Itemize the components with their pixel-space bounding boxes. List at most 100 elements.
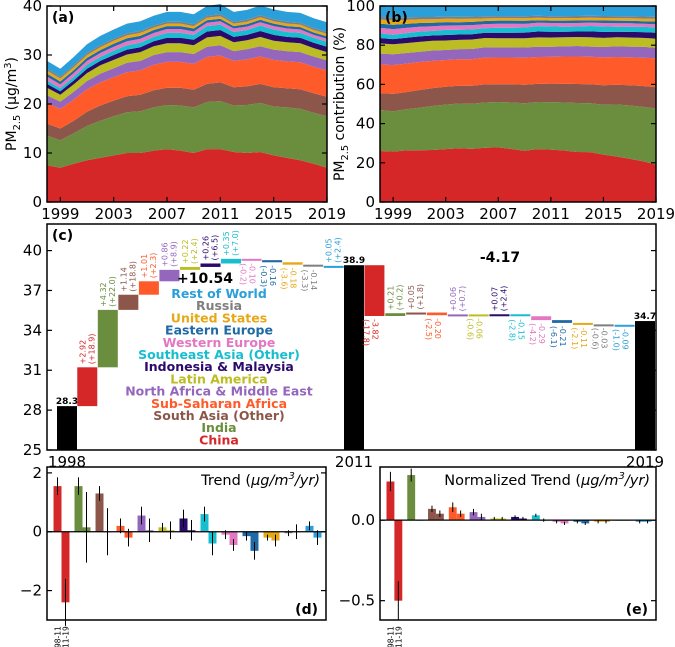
total-bar [635,321,655,450]
xtick-label: 2015 [255,205,293,223]
total-bar [57,406,77,450]
p2-step-row [614,324,635,327]
xtick-label: 2003 [95,205,133,223]
p1-step-ssa [138,281,159,295]
total-bar [344,265,364,450]
area-china [380,147,656,202]
p1-step-south_asia [118,294,139,310]
axes-frame [46,223,657,451]
trend-bar-china [53,486,62,532]
p2-step-sea [510,314,531,317]
ytick-label: 40 [23,242,42,260]
p2-step-nafme [447,314,468,317]
step-delta-label: +0.22 [181,239,190,264]
p2-step-russia [593,324,614,327]
panel-e: −0.5 0.0 Normalized Trend (μg/m3/yr) (e) 98-… [339,466,657,647]
xtick-label: 2019 [637,205,675,223]
xtick-label: 2011 [335,453,373,471]
area-row [47,4,327,77]
panel-a: 0 10 20 30 40 1999 2003 2007 2011 2015 2019 (a) PM2.… [3,0,346,223]
step-delta-label: +0.35 [222,231,231,256]
legend-nafme: North Africa & Middle East [125,384,313,399]
p1-step-indomal [200,263,221,267]
xtick-label: 11-19 [394,626,403,647]
area-latam [47,35,327,102]
p1-step-weur [241,258,262,261]
step-pct-label: (-0.2) [239,263,248,285]
step-delta-label: -3.82 [370,319,379,340]
xtick-label: 98-11 [54,626,63,647]
step-pct-label: (-3.3) [300,270,309,292]
ytick-label: 31 [23,361,42,379]
panel-label: (e) [626,602,648,618]
p1-step-latam [179,266,200,270]
legend-indomal: Indonesia & Malaysia [144,359,294,374]
step-delta-label: +0.86 [160,242,169,267]
xtick-label: 98-11 [386,626,395,647]
panel-b: 0 20 40 60 80 100 1999 2003 2007 2011 2015 2019 (b) P… [332,0,675,223]
trend-bar-sea [200,514,209,532]
axes-frame [379,466,657,621]
xtick-label: 2003 [427,205,465,223]
step-pct-label: (+2.4) [334,237,343,263]
step-pct-label: (-17.8) [361,319,370,346]
step-pct-label: (-6.1) [549,326,558,348]
step-delta-label: +4.32 [99,282,108,307]
p1-step-nafme [159,269,180,282]
p2-step-south_asia [406,312,427,315]
area-us [380,17,656,25]
ytick-label: 0 [365,193,375,211]
step-pct-label: (+2.4) [500,286,509,312]
step-pct-label: (+18.9) [87,334,96,365]
trend-bar-eeur [250,531,259,551]
ytick-label: 34 [23,321,42,339]
panel-title: Trend (μg/m3/yr) [200,471,320,489]
total-label: 28.3 [56,397,78,407]
p1-step-us [282,262,303,265]
step-delta-label: -0.03 [600,328,609,349]
step-delta-label: +0.06 [449,287,458,312]
ytick-label: 20 [23,95,42,113]
trend-bar-weur [229,531,238,545]
area-sea [47,24,327,92]
step-pct-label: (-3.6) [280,268,289,290]
legend-india: India [201,420,236,435]
area-eeur [380,20,656,30]
step-delta-label: -0.16 [268,265,277,286]
total-label: 38.9 [343,256,365,266]
ytick-label: 60 [356,75,375,93]
panel-label: (b) [385,10,408,26]
xtick-label: 11-19 [61,626,70,647]
step-delta-label: +0.05 [325,238,334,263]
panel-title: Normalized Trend (μg/m3/yr) [444,471,650,489]
ytick-label: 20 [356,154,375,172]
area-ssa [380,56,656,94]
xtick-label: 2007 [479,205,517,223]
step-pct-label: (-2.5) [424,318,433,340]
p1-step-china [77,367,98,407]
ytick-label: 0 [32,193,42,211]
step-pct-label: (+7.0) [231,230,240,256]
area-india [380,102,656,165]
xtick-label: 2011 [201,205,239,223]
area-nafme [47,45,327,109]
ytick-label: 0 [32,523,42,541]
step-pct-label: (-2.1) [570,327,579,349]
total-label: 34.7 [634,312,656,322]
ytick-label: −0.5 [339,592,375,610]
p1-step-india [97,309,118,368]
p2-step-weur [531,316,552,321]
area-indomal [380,31,656,45]
area-ssa [47,55,327,129]
trend-bar-china [394,520,403,601]
step-pct-label: (+0.7) [458,286,467,312]
step-delta-label: +2.92 [78,340,87,365]
p2-step-eeur [552,320,573,323]
area-china [47,149,327,202]
p2-step-china [364,265,385,316]
step-pct-label: (+18.8) [128,261,137,292]
area-sea [380,26,656,40]
step-delta-label: -0.09 [621,329,630,350]
trend-bar-china [386,481,395,521]
